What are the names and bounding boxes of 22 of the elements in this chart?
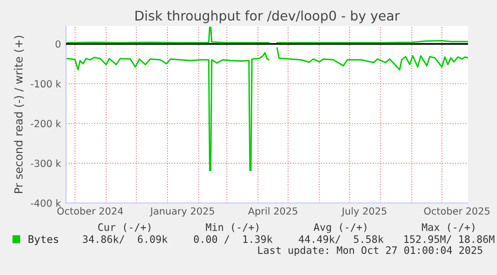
y-tick-label: -300 k bbox=[30, 160, 62, 168]
x-tick-label: July 2025 bbox=[341, 207, 386, 217]
y-axis-title: Pr second read (-) / write (+) bbox=[14, 36, 24, 194]
y-tick-label: -400 k bbox=[30, 199, 62, 207]
text: Last update: Mon Oct 27 01:00:04 2025 bbox=[258, 246, 482, 256]
text: 152.95M/ 18.86M bbox=[404, 235, 494, 244]
y-tick-label: 0 bbox=[56, 40, 60, 48]
text: 44.49k/ 5.58k bbox=[298, 235, 384, 244]
text: 34.86k/ 6.09k bbox=[82, 235, 168, 244]
x-tick-label: April 2025 bbox=[248, 207, 298, 217]
legend-label: Bytes bbox=[28, 235, 58, 246]
text: Min (-/+) bbox=[206, 223, 258, 232]
x-tick-label: January 2025 bbox=[150, 207, 214, 217]
text: Cur (-/+) bbox=[98, 223, 150, 232]
x-tick-label: October 2025 bbox=[424, 207, 490, 215]
text: Avg (-/+) bbox=[314, 223, 366, 233]
chart-title: Disk throughput for /dev/loop0 - by year bbox=[136, 10, 400, 24]
x-tick-label: October 2024 bbox=[57, 207, 123, 215]
text: 0.00 / 1.39k bbox=[194, 235, 273, 244]
y-tick-label: -200 k bbox=[30, 120, 62, 128]
y-tick-label: -100 k bbox=[30, 80, 62, 88]
text: Max (-/+) bbox=[422, 223, 474, 232]
